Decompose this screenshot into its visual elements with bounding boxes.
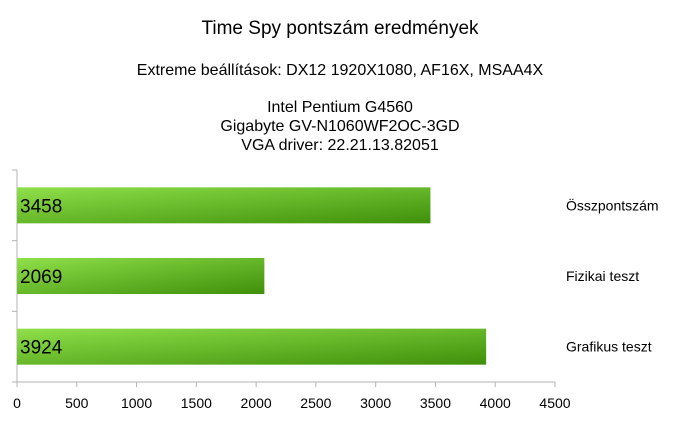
x-tick-label: 3000 bbox=[360, 395, 391, 411]
category-label: Fizikai teszt bbox=[566, 268, 639, 284]
x-tick-label: 4500 bbox=[539, 395, 570, 411]
system-info-gpu: Gigabyte GV-N1060WF2OC-3GD bbox=[220, 118, 460, 135]
chart-subtitle: Extreme beállítások: DX12 1920X1080, AF1… bbox=[136, 62, 544, 79]
category-label: Grafikus teszt bbox=[566, 339, 652, 355]
bar-value-label: 3924 bbox=[20, 338, 63, 359]
bar-value-label: 3458 bbox=[20, 196, 62, 217]
bar bbox=[17, 328, 487, 365]
system-info-driver: VGA driver: 22.21.13.82051 bbox=[241, 137, 439, 154]
chart-title: Time Spy pontszám eredmények bbox=[201, 18, 479, 39]
category-label: Összpontszám bbox=[566, 196, 659, 213]
x-tick-label: 1500 bbox=[181, 395, 212, 411]
bar bbox=[17, 187, 431, 224]
x-tick-label: 3500 bbox=[420, 395, 451, 411]
bar-value-label: 2069 bbox=[20, 267, 62, 288]
x-tick-label: 2500 bbox=[300, 395, 331, 411]
x-tick-label: 0 bbox=[13, 395, 21, 411]
x-tick-label: 500 bbox=[65, 395, 89, 411]
x-tick-label: 4000 bbox=[480, 395, 511, 411]
bar bbox=[17, 258, 265, 294]
x-tick-label: 2000 bbox=[241, 395, 272, 411]
system-info-cpu: Intel Pentium G4560 bbox=[267, 99, 413, 116]
x-tick-label: 1000 bbox=[121, 395, 152, 411]
